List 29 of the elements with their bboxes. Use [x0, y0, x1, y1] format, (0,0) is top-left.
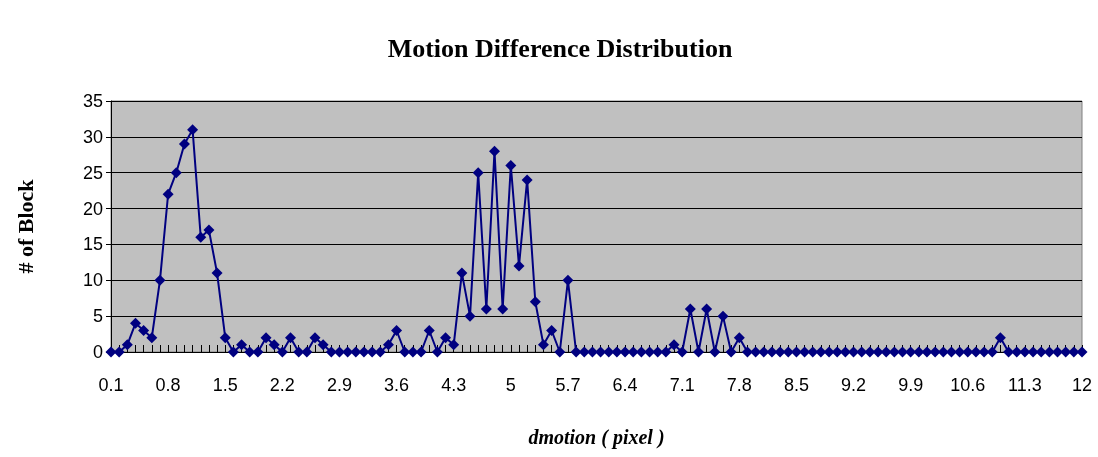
x-tick-label: 2.2	[269, 375, 295, 395]
chart-title: Motion Difference Distribution	[387, 33, 733, 63]
y-tick-label: 10	[82, 270, 103, 291]
x-tick-label: 2.9	[326, 375, 352, 395]
x-tick-label: 0.1	[98, 375, 124, 395]
x-tick-label: 8.5	[783, 375, 809, 395]
y-tick-label: 5	[92, 306, 103, 327]
x-tick-label: 9.9	[898, 375, 924, 395]
y-tick-label: 35	[82, 91, 103, 111]
x-tick-label: 11.3	[1008, 375, 1042, 395]
y-tick-label: 25	[82, 162, 103, 183]
x-tick-label: 7.1	[669, 375, 695, 395]
x-tick-label: 1.5	[212, 375, 238, 395]
x-tick-label: 0.8	[155, 375, 181, 395]
y-tick-label: 0	[92, 342, 103, 362]
x-tick-label: 10.6	[950, 375, 986, 395]
x-tick-label: 6.4	[612, 375, 638, 395]
y-axis-title: # of Block	[12, 178, 38, 274]
y-tick-label: 30	[82, 126, 103, 147]
x-tick-label: 3.6	[384, 375, 410, 395]
x-tick-label: 4.3	[441, 375, 467, 395]
y-tick-label: 15	[82, 234, 103, 255]
x-tick-label: 12	[1071, 375, 1093, 395]
x-tick-label: 7.8	[726, 375, 752, 395]
y-tick-label: 20	[82, 198, 103, 219]
x-axis-title: dmotion ( pixel )	[528, 426, 665, 449]
x-tick-label: 9.2	[841, 375, 867, 395]
x-tick-label: 5.7	[555, 375, 581, 395]
x-tick-label: 5	[505, 375, 516, 395]
